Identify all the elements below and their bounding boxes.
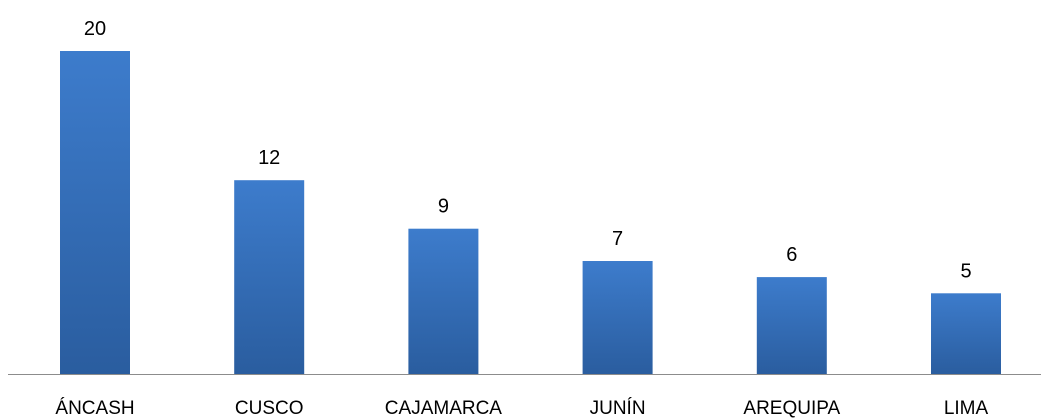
x-tick-label: AREQUIPA bbox=[743, 398, 840, 419]
bar-cusco bbox=[234, 180, 305, 374]
x-tick-label: LIMA bbox=[944, 398, 989, 419]
bar-cajamarca bbox=[408, 228, 479, 374]
bars-group bbox=[60, 51, 1001, 375]
bar-lima bbox=[931, 293, 1001, 375]
data-label: 12 bbox=[258, 147, 280, 169]
x-tick-label: CAJAMARCA bbox=[385, 398, 503, 419]
data-label: 20 bbox=[84, 18, 106, 40]
x-tick-label: JUNÍN bbox=[590, 398, 646, 419]
data-label: 6 bbox=[786, 244, 797, 266]
bar-junín bbox=[582, 261, 653, 374]
x-tick-label: CUSCO bbox=[235, 398, 304, 419]
bar-arequipa bbox=[756, 277, 827, 374]
data-labels-group: 20 12 9 7 6 5 bbox=[84, 18, 972, 282]
x-tick-labels-group: ÁNCASH CUSCO CAJAMARCA JUNÍN AREQUIPA LIMA bbox=[55, 398, 988, 419]
data-label: 9 bbox=[438, 196, 449, 218]
bar-áncash bbox=[60, 51, 130, 374]
x-tick-label: ÁNCASH bbox=[55, 398, 134, 419]
data-label: 5 bbox=[960, 260, 971, 282]
data-label: 7 bbox=[612, 228, 623, 250]
